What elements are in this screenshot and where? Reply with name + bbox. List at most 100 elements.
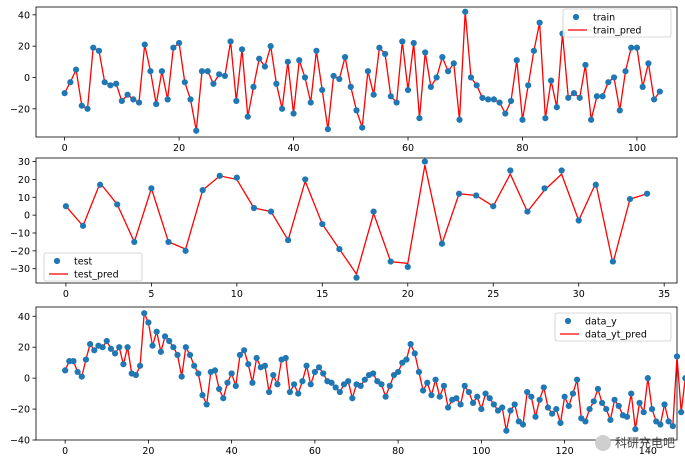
data-point: [453, 395, 460, 402]
data-point: [250, 204, 258, 212]
data-point: [469, 399, 477, 406]
data-point: [557, 419, 564, 427]
data-point: [265, 388, 273, 396]
data-point: [474, 393, 481, 400]
legend-label-scatter: data_y: [585, 317, 617, 328]
data-point: [370, 208, 377, 215]
y-tick-label: −20: [10, 246, 30, 257]
data-point: [582, 61, 589, 69]
data-point: [590, 398, 597, 405]
x-tick-label: 20: [142, 446, 154, 457]
data-point: [544, 404, 552, 411]
data-point: [82, 356, 90, 363]
data-point: [336, 388, 343, 396]
y-tick-label: 40: [18, 10, 30, 21]
data-point: [665, 418, 672, 425]
data-point: [421, 158, 428, 165]
data-point: [490, 401, 497, 408]
x-tick-label: 0: [63, 289, 69, 300]
data-point: [103, 337, 110, 345]
data-point: [643, 190, 651, 197]
legend-label-line: train_pred: [593, 26, 641, 37]
data-point: [669, 422, 676, 430]
data-point: [467, 74, 475, 81]
data-point: [547, 77, 555, 84]
data-point: [615, 402, 622, 410]
data-point: [211, 367, 219, 374]
test-panel: 0 5 10 15 20 25 30 35 −30 −20 −10 0 10 20 30 test test_p…: [10, 157, 678, 300]
data-point: [216, 172, 223, 179]
data-point: [72, 66, 80, 73]
data-point: [91, 347, 98, 354]
data-point: [611, 396, 618, 403]
data-point: [553, 104, 560, 111]
data-point: [622, 68, 629, 75]
data-point: [353, 274, 360, 281]
data-point: [540, 384, 547, 391]
data-point: [592, 181, 599, 188]
data-point: [432, 376, 439, 383]
data-point: [302, 176, 309, 183]
data-point: [507, 97, 515, 105]
data-point: [278, 105, 286, 112]
legend-marker: [53, 257, 61, 265]
data-point: [170, 44, 177, 51]
data-point: [141, 41, 148, 48]
x-tick-label: 10: [231, 289, 243, 300]
data-point: [370, 370, 377, 377]
data-point: [149, 342, 156, 349]
data-point: [575, 217, 582, 224]
x-tick-label: 0: [62, 143, 68, 154]
data-point: [678, 409, 685, 416]
x-tick-label: 80: [516, 143, 528, 154]
data-point: [95, 47, 103, 54]
data-point: [284, 58, 291, 65]
data-point: [507, 407, 514, 414]
data-point: [195, 370, 202, 377]
data-point: [519, 116, 526, 123]
data-point: [141, 310, 148, 317]
data-point: [382, 50, 389, 58]
data-point: [415, 368, 423, 376]
data-point: [524, 388, 531, 396]
data-point: [107, 82, 114, 89]
data-point: [378, 381, 385, 388]
data-point: [561, 393, 568, 400]
y-tick-label: 0: [24, 374, 30, 385]
data-point: [315, 364, 323, 371]
data-point: [410, 39, 417, 47]
data-point: [599, 93, 606, 100]
data-point: [395, 368, 402, 376]
legend-marker: [564, 317, 572, 325]
data-point: [111, 350, 119, 357]
data-point: [273, 80, 280, 87]
data-point: [404, 263, 411, 271]
x-tick-label: 0: [62, 446, 68, 457]
x-tick-label: 40: [226, 446, 238, 457]
data-point: [136, 362, 144, 369]
data-point: [101, 79, 108, 86]
legend-label-line: data_yt_pred: [585, 330, 647, 341]
data-point: [574, 376, 581, 383]
data-point: [628, 44, 635, 51]
data-point: [569, 390, 577, 397]
data-point: [336, 75, 343, 83]
data-point: [227, 38, 234, 45]
pred-line: [65, 164, 648, 276]
data-point: [440, 382, 448, 389]
data-point: [427, 83, 435, 90]
data-point: [582, 418, 589, 425]
data-point: [407, 341, 414, 348]
data-point: [203, 401, 210, 408]
data-point: [656, 88, 663, 95]
data-point: [482, 390, 489, 397]
data-point: [261, 63, 269, 70]
data-point: [455, 190, 463, 197]
data-point: [191, 362, 198, 369]
data-point: [135, 99, 143, 106]
data-point: [478, 405, 485, 413]
data-point: [565, 402, 572, 410]
data-point: [113, 80, 120, 87]
watermark-text: 科研充电吧: [614, 435, 675, 450]
data-point: [438, 240, 446, 247]
